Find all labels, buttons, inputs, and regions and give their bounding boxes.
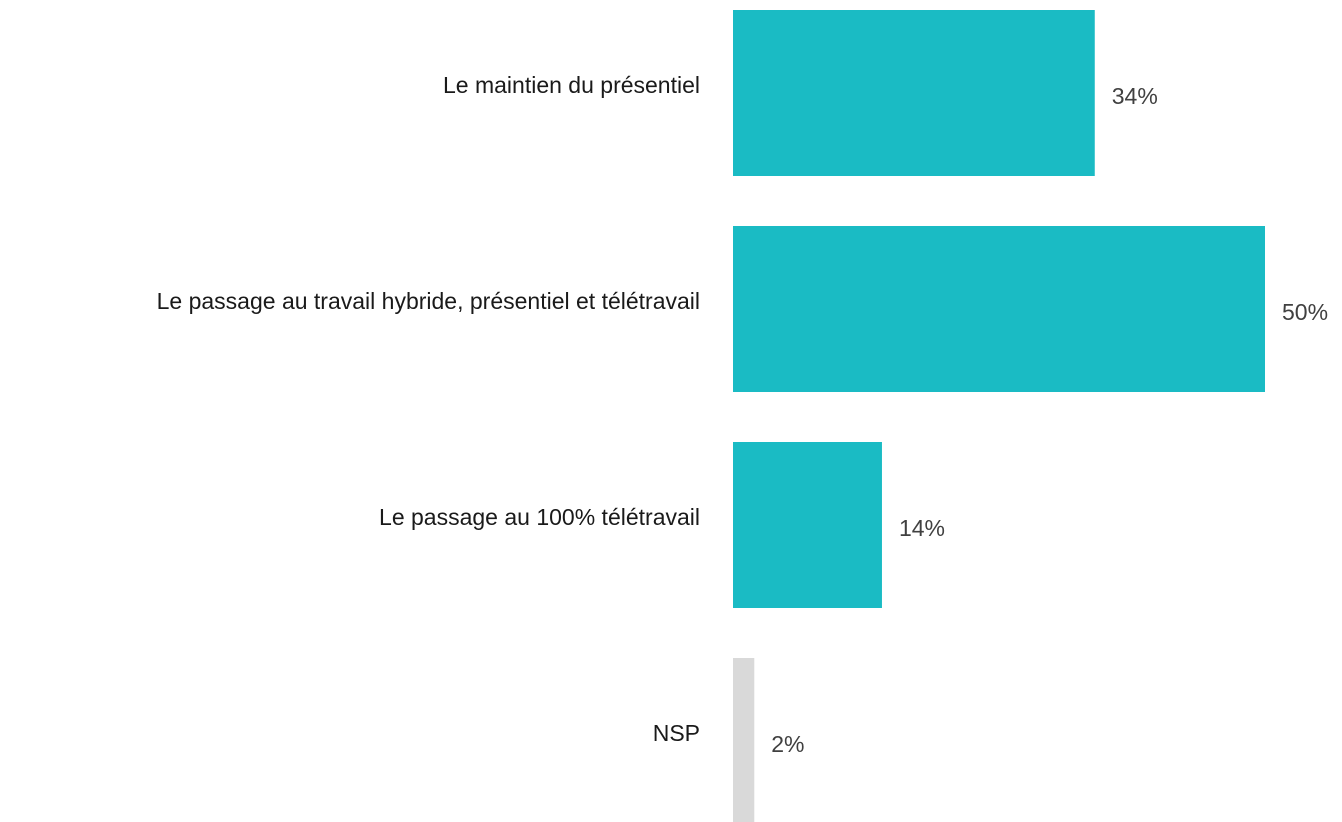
bar — [733, 10, 1095, 176]
value-label: 34% — [1112, 83, 1158, 109]
value-label: 2% — [771, 731, 804, 757]
category-label: Le passage au 100% télétravail — [379, 504, 700, 530]
value-label: 50% — [1282, 299, 1328, 325]
category-label: Le passage au travail hybride, présentie… — [157, 288, 700, 314]
category-label: Le maintien du présentiel — [443, 72, 700, 98]
category-label: NSP — [653, 720, 700, 746]
value-label: 14% — [899, 515, 945, 541]
bar — [733, 658, 755, 822]
bar — [733, 442, 882, 608]
bar — [733, 226, 1265, 392]
